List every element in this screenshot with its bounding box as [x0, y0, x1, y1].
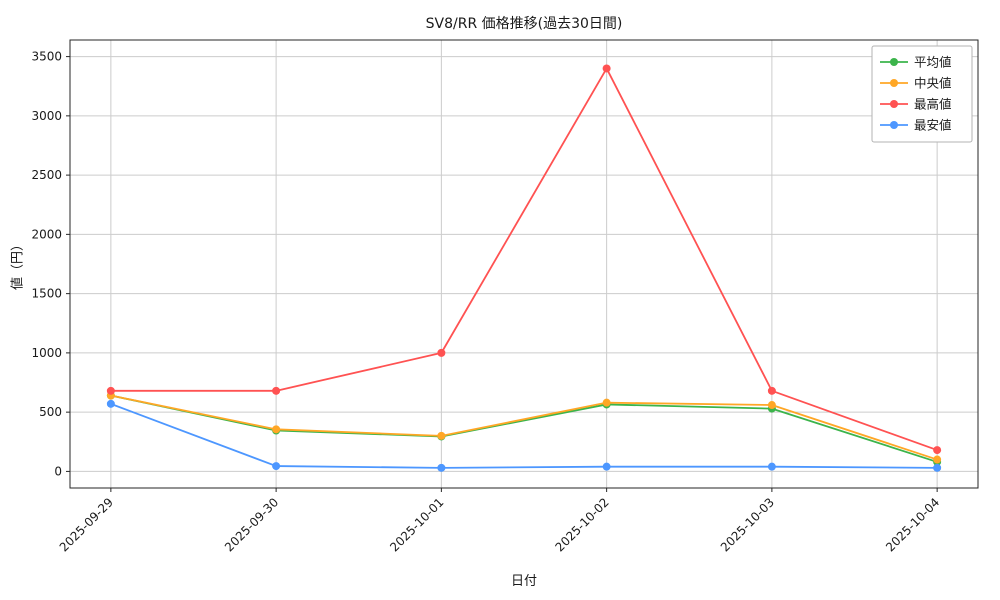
series-line-max	[110, 67, 938, 451]
y-axis-label: 値（円）	[10, 237, 26, 291]
x-axis-label: 日付	[510, 574, 538, 589]
series-line-average	[110, 394, 938, 463]
series-marker-min	[106, 399, 115, 408]
y-tick-label: 2500	[31, 168, 62, 182]
series-marker-min	[602, 462, 611, 471]
series-marker-median	[272, 425, 281, 434]
y-tick-label: 3500	[31, 50, 62, 64]
series-marker-min	[767, 462, 776, 471]
y-tick-label: 0	[54, 464, 62, 478]
plot-border	[69, 39, 979, 489]
chart-title: SV8/RR 価格推移(過去30日間)	[425, 16, 623, 32]
y-tick-label: 3000	[31, 109, 62, 123]
legend-label: 平均値	[914, 55, 952, 70]
y-tick-label: 1500	[31, 287, 62, 301]
legend-marker-max	[890, 100, 898, 108]
series-line-median	[110, 394, 938, 461]
legend-label: 最高値	[914, 97, 952, 112]
series-marker-max	[437, 348, 446, 357]
series-marker-max	[272, 386, 281, 395]
y-tick-label: 1000	[31, 346, 62, 360]
series-marker-median	[933, 455, 942, 464]
series-marker-min	[272, 462, 281, 471]
legend-box	[871, 45, 973, 143]
x-tick-label: 2025-10-01	[387, 495, 446, 554]
legend-marker-average	[890, 58, 898, 66]
x-tick-label: 2025-09-29	[57, 495, 116, 554]
x-tick-label: 2025-10-03	[718, 495, 777, 554]
x-tick-label: 2025-10-02	[553, 495, 612, 554]
y-tick-label: 2000	[31, 227, 62, 241]
y-tick-label: 500	[39, 405, 62, 419]
series-marker-median	[437, 431, 446, 440]
series-marker-max	[106, 386, 115, 395]
legend-marker-median	[890, 79, 898, 87]
x-tick-label: 2025-10-04	[883, 495, 942, 554]
series-marker-max	[602, 64, 611, 73]
series-marker-median	[602, 398, 611, 407]
series-marker-max	[933, 446, 942, 455]
series-marker-max	[767, 386, 776, 395]
series-marker-median	[767, 401, 776, 410]
x-tick-label: 2025-09-30	[222, 495, 281, 554]
legend-marker-min	[890, 121, 898, 129]
series-line-min	[110, 403, 938, 469]
series-marker-min	[437, 463, 446, 472]
legend-label: 中央値	[914, 76, 952, 91]
series-marker-min	[933, 463, 942, 472]
legend-label: 最安値	[914, 118, 952, 133]
